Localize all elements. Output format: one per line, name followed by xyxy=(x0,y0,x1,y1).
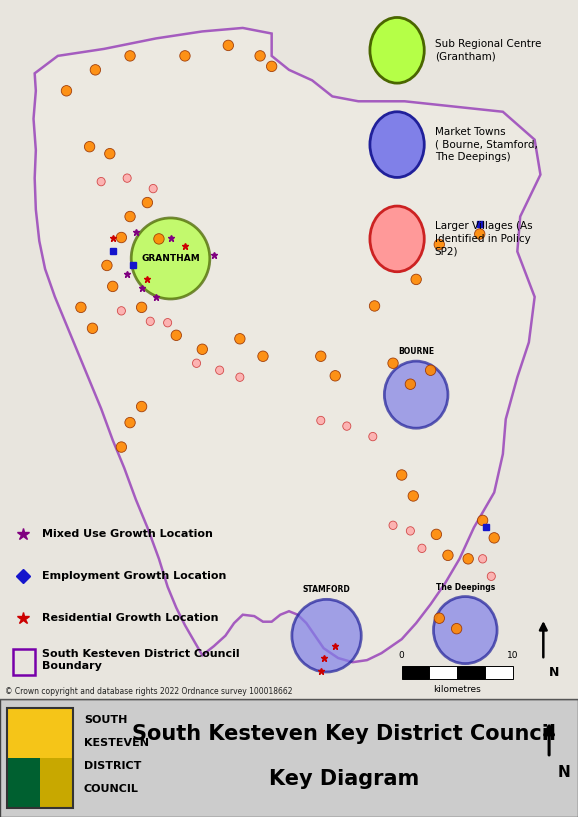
Ellipse shape xyxy=(397,470,407,480)
Text: kilometres: kilometres xyxy=(434,685,481,694)
Ellipse shape xyxy=(117,306,125,315)
Text: SOUTH: SOUTH xyxy=(84,715,127,725)
Bar xyxy=(7,758,40,807)
Ellipse shape xyxy=(235,333,245,344)
Ellipse shape xyxy=(146,317,154,325)
Text: The Deepings: The Deepings xyxy=(436,583,495,592)
Ellipse shape xyxy=(125,212,135,221)
Text: 0: 0 xyxy=(399,651,405,660)
Ellipse shape xyxy=(475,229,485,239)
Text: © Crown copyright and database rights 2022 Ordnance survey 100018662: © Crown copyright and database rights 20… xyxy=(5,687,292,696)
Ellipse shape xyxy=(125,51,135,61)
Ellipse shape xyxy=(425,365,436,376)
Ellipse shape xyxy=(123,174,131,182)
Ellipse shape xyxy=(87,323,98,333)
Ellipse shape xyxy=(369,301,380,311)
Ellipse shape xyxy=(330,371,340,381)
Ellipse shape xyxy=(479,555,487,563)
Text: South Kesteven Key District Council: South Kesteven Key District Council xyxy=(132,724,556,744)
Text: STAMFORD: STAMFORD xyxy=(303,585,350,594)
Ellipse shape xyxy=(136,302,147,313)
Polygon shape xyxy=(34,28,540,663)
Text: Employment Growth Location: Employment Growth Location xyxy=(42,571,227,581)
Ellipse shape xyxy=(125,417,135,428)
Text: BOURNE: BOURNE xyxy=(398,347,434,356)
Ellipse shape xyxy=(97,177,105,185)
Ellipse shape xyxy=(171,330,181,341)
Ellipse shape xyxy=(84,141,95,152)
Ellipse shape xyxy=(116,442,127,453)
Ellipse shape xyxy=(292,600,361,672)
Bar xyxy=(402,667,429,679)
Ellipse shape xyxy=(434,613,444,623)
Ellipse shape xyxy=(443,550,453,560)
Ellipse shape xyxy=(61,86,72,96)
Ellipse shape xyxy=(192,359,201,368)
Text: South Kesteven District Council
Boundary: South Kesteven District Council Boundary xyxy=(42,649,240,672)
Ellipse shape xyxy=(154,234,164,244)
Ellipse shape xyxy=(136,401,147,412)
Text: Sub Regional Centre
(Grantham): Sub Regional Centre (Grantham) xyxy=(435,39,541,61)
Ellipse shape xyxy=(370,206,424,272)
Text: COUNCIL: COUNCIL xyxy=(84,784,139,794)
Text: Larger Villages (As
Identified in Policy
SP2): Larger Villages (As Identified in Policy… xyxy=(435,221,532,257)
Ellipse shape xyxy=(434,596,497,663)
Ellipse shape xyxy=(477,516,488,525)
Ellipse shape xyxy=(384,361,448,428)
Text: N: N xyxy=(549,666,560,679)
Ellipse shape xyxy=(258,351,268,361)
Ellipse shape xyxy=(411,275,421,284)
Bar xyxy=(457,667,485,679)
Ellipse shape xyxy=(76,302,86,313)
Ellipse shape xyxy=(102,260,112,270)
Text: Residential Growth Location: Residential Growth Location xyxy=(42,614,218,623)
Ellipse shape xyxy=(266,61,277,72)
Text: DISTRICT: DISTRICT xyxy=(84,761,141,771)
Ellipse shape xyxy=(149,185,157,193)
Text: Mixed Use Growth Location: Mixed Use Growth Location xyxy=(42,529,213,539)
Ellipse shape xyxy=(408,491,418,501)
Ellipse shape xyxy=(388,358,398,368)
Ellipse shape xyxy=(369,432,377,441)
Ellipse shape xyxy=(463,554,473,564)
Ellipse shape xyxy=(105,149,115,159)
Text: Key Diagram: Key Diagram xyxy=(269,769,419,789)
Ellipse shape xyxy=(434,239,444,250)
Ellipse shape xyxy=(116,232,127,243)
Bar xyxy=(485,667,513,679)
Ellipse shape xyxy=(90,65,101,75)
Ellipse shape xyxy=(131,218,210,299)
Ellipse shape xyxy=(316,351,326,361)
Text: 10: 10 xyxy=(507,651,518,660)
Ellipse shape xyxy=(108,281,118,292)
Ellipse shape xyxy=(142,198,153,208)
Text: N: N xyxy=(557,765,570,780)
Ellipse shape xyxy=(389,521,397,529)
Ellipse shape xyxy=(406,527,414,535)
Ellipse shape xyxy=(405,379,416,390)
Ellipse shape xyxy=(223,40,234,51)
Ellipse shape xyxy=(164,319,172,327)
Ellipse shape xyxy=(489,533,499,543)
Ellipse shape xyxy=(197,344,208,355)
Ellipse shape xyxy=(255,51,265,61)
Ellipse shape xyxy=(370,17,424,83)
Ellipse shape xyxy=(451,623,462,634)
Text: Market Towns
( Bourne, Stamford,
The Deepings): Market Towns ( Bourne, Stamford, The Dee… xyxy=(435,127,538,162)
Ellipse shape xyxy=(216,366,224,374)
Ellipse shape xyxy=(370,112,424,177)
Bar xyxy=(40,758,73,807)
Ellipse shape xyxy=(343,422,351,431)
Bar xyxy=(7,708,73,758)
Ellipse shape xyxy=(431,529,442,539)
Bar xyxy=(429,667,457,679)
Text: GRANTHAM: GRANTHAM xyxy=(141,254,200,263)
Ellipse shape xyxy=(317,417,325,425)
Ellipse shape xyxy=(180,51,190,61)
Ellipse shape xyxy=(418,544,426,552)
Ellipse shape xyxy=(487,572,495,581)
Ellipse shape xyxy=(236,373,244,382)
Text: KESTEVEN: KESTEVEN xyxy=(84,738,149,748)
